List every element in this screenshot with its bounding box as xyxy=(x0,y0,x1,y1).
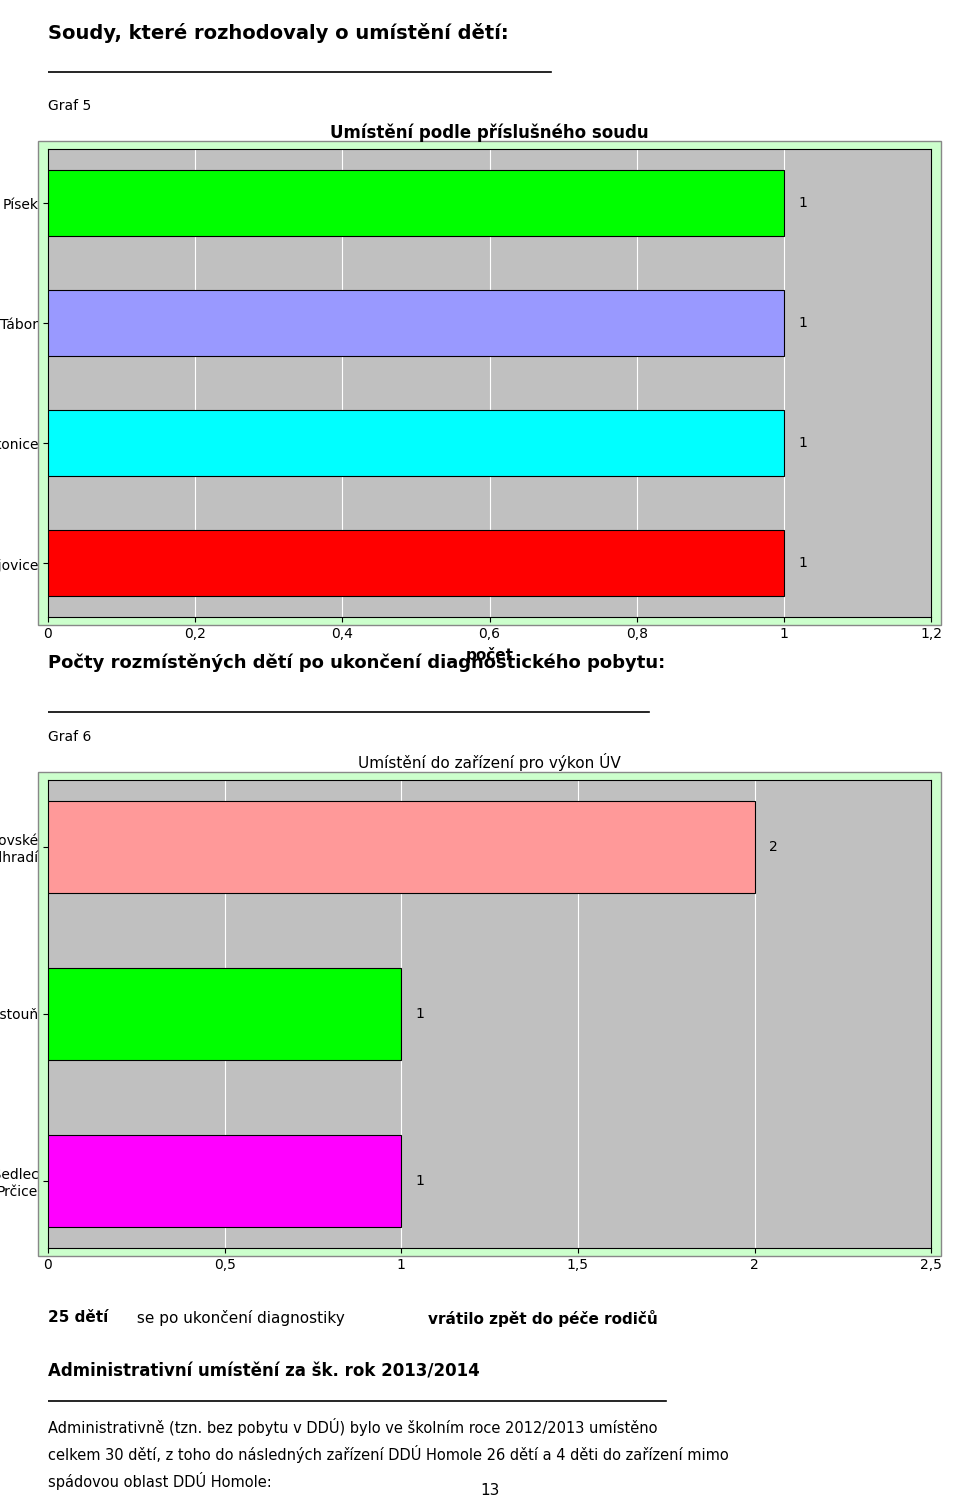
Text: 1: 1 xyxy=(799,196,807,210)
Title: Umístění podle příslušného soudu: Umístění podle příslušného soudu xyxy=(330,124,649,142)
Bar xyxy=(48,1136,401,1228)
Text: 1: 1 xyxy=(799,556,807,570)
Text: Administrativně (tzn. bez pobytu v DDÚ) bylo ve školním roce 2012/2013 umístěno
: Administrativně (tzn. bez pobytu v DDÚ) … xyxy=(48,1419,729,1490)
Text: 1: 1 xyxy=(416,1173,424,1188)
Bar xyxy=(48,410,784,477)
Bar xyxy=(48,170,784,237)
Title: Umístění do zařízení pro výkon ÚV: Umístění do zařízení pro výkon ÚV xyxy=(358,754,621,772)
Text: 25 dětí: 25 dětí xyxy=(48,1310,108,1326)
Text: Soudy, které rozhodovaly o umístění dětí:: Soudy, které rozhodovaly o umístění dětí… xyxy=(48,23,509,42)
Text: 13: 13 xyxy=(480,1484,499,1499)
Text: Graf 6: Graf 6 xyxy=(48,730,91,743)
Text: Graf 5: Graf 5 xyxy=(48,98,91,113)
Bar xyxy=(48,968,401,1060)
Bar xyxy=(48,801,755,893)
Text: Administrativní umístění za šk. rok 2013/2014: Administrativní umístění za šk. rok 2013… xyxy=(48,1362,480,1380)
Text: 2: 2 xyxy=(769,840,778,854)
Text: 1: 1 xyxy=(799,436,807,449)
X-axis label: počet: počet xyxy=(466,647,514,662)
Text: vrátilo zpět do péče rodičů: vrátilo zpět do péče rodičů xyxy=(428,1310,658,1327)
Bar xyxy=(48,531,784,596)
Text: se po ukončení diagnostiky: se po ukončení diagnostiky xyxy=(132,1310,349,1326)
Text: 1: 1 xyxy=(416,1007,424,1021)
Bar xyxy=(48,290,784,356)
Text: 1: 1 xyxy=(799,317,807,330)
Text: Počty rozmístěných dětí po ukončení diagnostického pobytu:: Počty rozmístěných dětí po ukončení diag… xyxy=(48,653,665,673)
